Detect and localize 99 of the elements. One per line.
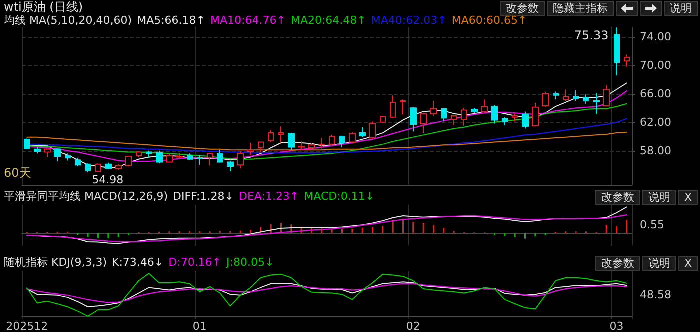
text: MA10:64.76↑ bbox=[210, 14, 286, 27]
series-label: D:70.16↑ bbox=[168, 256, 222, 269]
candlestick bbox=[146, 150, 152, 158]
candlestick bbox=[410, 106, 417, 132]
candlestick bbox=[390, 94, 396, 119]
text: MA40:62.03↑ bbox=[371, 14, 447, 27]
text: 改参数 bbox=[595, 256, 640, 271]
text: MA60:60.65↑ bbox=[452, 14, 528, 27]
candlestick bbox=[553, 91, 559, 100]
candlestick bbox=[471, 108, 478, 114]
candlestick bbox=[187, 153, 193, 161]
candlestick bbox=[603, 84, 610, 108]
candlestick bbox=[75, 157, 81, 167]
candlestick bbox=[247, 142, 254, 156]
candlestick bbox=[441, 108, 447, 122]
annotation: 75.33 bbox=[574, 28, 609, 42]
text: MA5:66.18↑ bbox=[137, 14, 206, 27]
candlestick bbox=[136, 151, 142, 158]
candlestick bbox=[522, 111, 529, 130]
candlestick bbox=[258, 142, 264, 153]
candlestick bbox=[542, 91, 549, 108]
candlestick bbox=[430, 100, 437, 116]
candlestick bbox=[85, 163, 91, 173]
y-tick-label: 62.00 bbox=[640, 116, 672, 129]
annotation: 54.98 bbox=[92, 173, 124, 186]
candlestick bbox=[512, 113, 518, 122]
candlestick bbox=[176, 152, 183, 160]
text: 说明 bbox=[664, 1, 698, 16]
text: X bbox=[678, 190, 698, 205]
candlestick bbox=[359, 126, 366, 138]
candlestick bbox=[481, 99, 488, 114]
candlestick bbox=[491, 104, 498, 124]
candlestick bbox=[502, 116, 508, 126]
y-tick-label: 58.00 bbox=[640, 144, 672, 158]
candlestick bbox=[34, 146, 41, 154]
x-tick-label: 202512 bbox=[6, 320, 48, 332]
candlestick bbox=[65, 153, 71, 162]
candlestick bbox=[339, 135, 345, 148]
candlestick bbox=[319, 138, 325, 150]
candlestick bbox=[563, 89, 569, 102]
candlestick bbox=[614, 27, 620, 76]
series-label: J:80.05↓ bbox=[226, 256, 274, 269]
candlestick bbox=[95, 163, 101, 173]
y-tick-label: 70.00 bbox=[640, 58, 672, 72]
text: 说明 bbox=[642, 256, 676, 271]
text: MA20:64.48↑ bbox=[290, 14, 366, 27]
candlestick bbox=[380, 115, 386, 124]
candlestick bbox=[268, 130, 274, 143]
candlestick bbox=[583, 94, 589, 104]
line-series bbox=[26, 132, 628, 151]
candlestick bbox=[451, 114, 457, 126]
candlestick bbox=[115, 164, 122, 171]
x-tick-label: 03 bbox=[610, 320, 624, 332]
text: MACD:0.11↓ bbox=[304, 190, 375, 203]
candlestick bbox=[207, 152, 213, 166]
candlestick bbox=[288, 132, 295, 151]
candlestick bbox=[54, 148, 61, 162]
text: 隐藏主指标 bbox=[547, 1, 614, 16]
x-tick-label: 02 bbox=[406, 320, 420, 332]
y-tick-label: 66.00 bbox=[640, 87, 672, 100]
text: DIFF:1.28↓ bbox=[173, 190, 234, 203]
legend-title: 平滑异同平均线 MACD(12,26,9) bbox=[4, 190, 168, 203]
candlestick bbox=[278, 126, 284, 144]
candlestick bbox=[349, 132, 356, 144]
candlestick bbox=[593, 92, 600, 116]
text: 改参数 bbox=[500, 1, 545, 16]
series-label: K:73.46↓ bbox=[112, 256, 164, 269]
x-tick-label: 01 bbox=[192, 320, 207, 332]
candlestick bbox=[24, 138, 30, 150]
text: DEA:1.23↑ bbox=[238, 190, 300, 203]
legend-title: 均线 MA(5,10,20,40,60) bbox=[4, 14, 132, 27]
candlestick bbox=[461, 108, 467, 126]
candlestick bbox=[166, 153, 173, 164]
candlestick bbox=[125, 155, 132, 167]
candlestick bbox=[217, 150, 223, 164]
candlestick bbox=[237, 151, 244, 170]
legend-title: 随机指标 KDJ(9,3,3) bbox=[4, 256, 107, 269]
candlestick bbox=[369, 121, 376, 140]
candlestick bbox=[532, 102, 539, 128]
chart-title: wti原油 (日线) bbox=[4, 0, 84, 14]
text: 说明 bbox=[642, 190, 676, 205]
candlestick bbox=[573, 90, 579, 102]
text: 0.55 bbox=[640, 218, 664, 232]
text: 改参数 bbox=[595, 190, 640, 205]
candlestick bbox=[624, 54, 630, 68]
y-tick-label: 74.00 bbox=[640, 30, 672, 44]
candlestick bbox=[227, 161, 234, 172]
candlestick bbox=[329, 134, 335, 146]
candlestick bbox=[197, 154, 203, 166]
candlestick bbox=[44, 148, 51, 158]
text: 48.58 bbox=[640, 288, 672, 302]
candlestick bbox=[420, 112, 427, 134]
candlestick bbox=[308, 142, 315, 151]
text: X bbox=[678, 256, 698, 271]
annotation: 60天 bbox=[4, 166, 32, 180]
candlestick bbox=[105, 162, 112, 170]
candlestick bbox=[298, 141, 305, 151]
candlestick bbox=[400, 99, 406, 116]
candlestick bbox=[156, 150, 163, 164]
